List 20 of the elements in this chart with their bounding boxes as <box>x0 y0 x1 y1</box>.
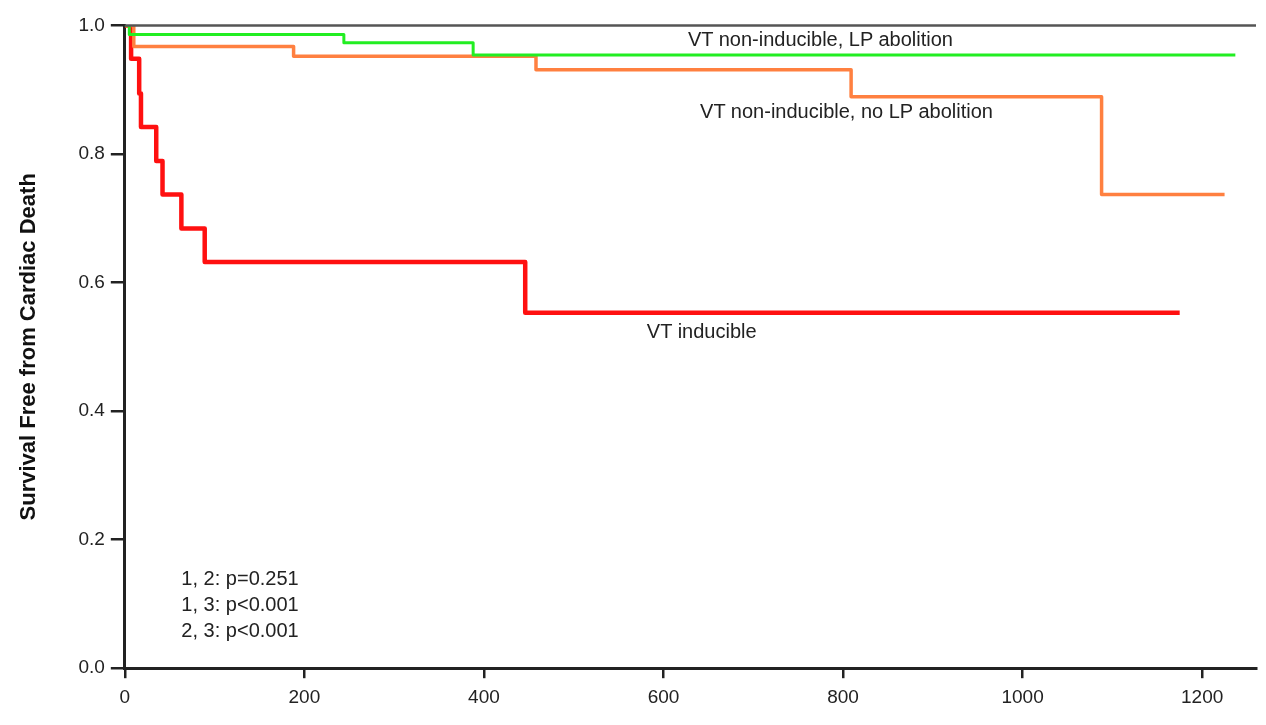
series-label: VT non-inducible, LP abolition <box>687 27 953 50</box>
y-tick-label: 0.6 <box>78 270 105 292</box>
x-tick-label: 800 <box>827 685 859 707</box>
x-tick-label: 200 <box>288 685 321 707</box>
y-tick-label: 1.0 <box>78 13 105 35</box>
x-tick-label: 0 <box>119 685 131 707</box>
y-tick-label: 0.8 <box>78 142 105 164</box>
x-tick-label: 600 <box>647 685 680 707</box>
y-tick-label: 0.0 <box>78 656 105 678</box>
y-tick-label: 0.4 <box>78 399 106 421</box>
x-tick-label: 1200 <box>1180 685 1224 707</box>
annotation: 1, 2: p=0.251 <box>181 567 299 590</box>
series-label: VT non-inducible, no LP abolition <box>700 99 993 122</box>
series-label: VT inducible <box>646 319 757 342</box>
annotation: 2, 3: p<0.001 <box>181 619 299 642</box>
y-axis-title: Survival Free from Cardiac Death <box>15 173 41 521</box>
annotation: 1, 3: p<0.001 <box>181 593 299 616</box>
x-tick-label: 400 <box>468 685 500 707</box>
y-tick-label: 0.2 <box>78 527 105 549</box>
x-tick-label: 1000 <box>1001 685 1044 707</box>
